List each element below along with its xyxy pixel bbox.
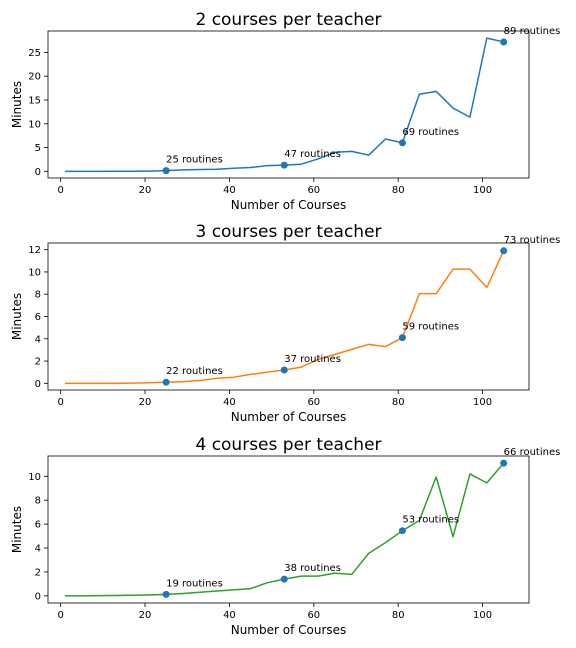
- x-tick-label: 60: [307, 397, 320, 408]
- data-marker: [280, 161, 288, 169]
- x-tick-label: 40: [223, 397, 236, 408]
- axes-frame: [47, 242, 530, 391]
- x-tick-label: 0: [57, 610, 63, 621]
- data-marker: [280, 366, 288, 374]
- marker-annotation: 73 routines: [504, 235, 561, 246]
- data-marker: [398, 139, 406, 147]
- subplot-3: 4 courses per teacher 0 20 40 60 80 100 0 2 4 6 8 10…: [10, 435, 560, 637]
- x-tick-label: 20: [139, 185, 152, 196]
- chart-title: 4 courses per teacher: [195, 435, 381, 455]
- x-tick-label: 0: [57, 185, 63, 196]
- y-tick-label: 5: [35, 143, 41, 154]
- marker-annotation: 59 routines: [402, 322, 459, 333]
- y-tick-label: 8: [35, 496, 41, 507]
- y-tick-label: 6: [35, 312, 41, 323]
- data-marker: [162, 590, 170, 598]
- y-tick-label: 20: [28, 72, 41, 83]
- axes-frame: [47, 455, 530, 604]
- x-tick-label: 100: [473, 397, 492, 408]
- marker-annotation: 53 routines: [402, 515, 459, 526]
- x-tick-label: 20: [139, 610, 152, 621]
- y-tick-label: 10: [28, 267, 41, 278]
- data-marker: [398, 527, 406, 535]
- data-marker: [162, 167, 170, 175]
- x-axis-label: Number of Courses: [231, 623, 347, 637]
- x-tick-label: 0: [57, 397, 63, 408]
- marker-annotation: 89 routines: [504, 26, 561, 37]
- data-marker: [398, 334, 406, 342]
- x-tick-label: 20: [139, 397, 152, 408]
- marker-annotation: 66 routines: [504, 447, 561, 458]
- x-tick-label: 40: [223, 185, 236, 196]
- data-marker: [162, 378, 170, 386]
- x-tick-label: 100: [473, 185, 492, 196]
- y-tick-label: 2: [35, 567, 41, 578]
- x-tick-label: 80: [392, 397, 405, 408]
- y-tick-label: 0: [35, 591, 41, 602]
- y-tick-label: 0: [35, 167, 41, 178]
- y-tick-label: 2: [35, 357, 41, 368]
- data-marker: [500, 459, 508, 467]
- marker-annotation: 19 routines: [166, 578, 223, 589]
- marker-annotation: 38 routines: [284, 563, 341, 574]
- data-marker: [500, 38, 508, 46]
- x-tick-label: 80: [392, 185, 405, 196]
- x-tick-label: 60: [307, 610, 320, 621]
- y-axis-label: Minutes: [10, 81, 24, 128]
- marker-annotation: 69 routines: [402, 127, 459, 138]
- marker-annotation: 47 routines: [284, 149, 341, 160]
- x-tick-label: 40: [223, 610, 236, 621]
- x-tick-label: 60: [307, 185, 320, 196]
- y-axis-label: Minutes: [10, 293, 24, 340]
- y-tick-label: 0: [35, 379, 41, 390]
- y-tick-label: 8: [35, 290, 41, 301]
- y-tick-label: 12: [28, 245, 41, 256]
- data-marker: [500, 247, 508, 255]
- x-tick-label: 100: [473, 610, 492, 621]
- y-tick-label: 4: [35, 334, 41, 345]
- chart-title: 2 courses per teacher: [195, 10, 381, 30]
- data-marker: [280, 575, 288, 583]
- marker-annotation: 25 routines: [166, 155, 223, 166]
- y-tick-label: 6: [35, 520, 41, 531]
- y-tick-label: 25: [28, 48, 41, 59]
- y-tick-label: 10: [28, 472, 41, 483]
- marker-annotation: 37 routines: [284, 354, 341, 365]
- x-axis-label: Number of Courses: [231, 198, 347, 212]
- x-axis-label: Number of Courses: [231, 410, 347, 424]
- y-tick-label: 4: [35, 544, 41, 555]
- subplot-2: 3 courses per teacher 0 20 40 60 80 100 0 2 4 6 8 10…: [10, 222, 560, 424]
- axes-frame: [47, 30, 530, 179]
- subplot-1: 2 courses per teacher 0 20 40 60 80 100 0 5 10 15 2…: [10, 10, 560, 212]
- y-tick-label: 10: [28, 119, 41, 130]
- x-tick-label: 80: [392, 610, 405, 621]
- y-axis-label: Minutes: [10, 506, 24, 553]
- y-tick-label: 15: [28, 95, 41, 106]
- marker-annotation: 22 routines: [166, 366, 223, 377]
- chart-title: 3 courses per teacher: [195, 222, 381, 242]
